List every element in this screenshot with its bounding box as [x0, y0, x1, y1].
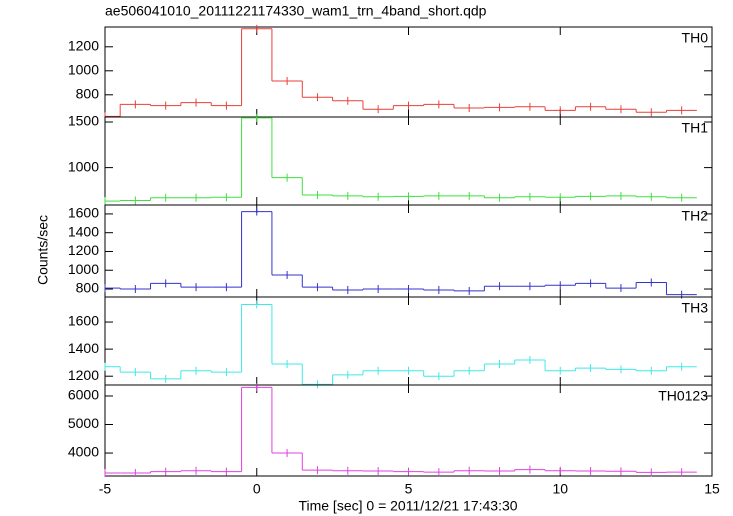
y-tick-label: 1000 — [68, 62, 99, 78]
y-tick-label: 1200 — [68, 367, 99, 383]
y-tick-label: 800 — [76, 86, 100, 102]
y-tick-label: 5000 — [68, 415, 99, 431]
y-tick-label: 4000 — [68, 444, 99, 460]
panel-label: TH2 — [682, 208, 709, 224]
panel-frame — [104, 384, 713, 477]
y-tick-label: 1000 — [68, 261, 99, 277]
x-tick-label: 5 — [405, 481, 413, 497]
y-axis-label: Counts/sec — [35, 215, 51, 285]
y-tick-label: 6000 — [68, 387, 99, 403]
y-tick-label: 1500 — [68, 113, 99, 129]
y-tick-label: 1200 — [68, 242, 99, 258]
chart-title: ae506041010_20111221174330_wam1_trn_4ban… — [105, 3, 487, 19]
y-tick-label: 800 — [76, 280, 100, 296]
y-tick-label: 1400 — [68, 223, 99, 239]
y-tick-label: 1400 — [68, 340, 99, 356]
y-tick-label: 1600 — [68, 313, 99, 329]
x-tick-label: 15 — [704, 481, 720, 497]
panel-label: TH3 — [682, 300, 709, 316]
y-tick-label: 1200 — [68, 38, 99, 54]
panel-label: TH0123 — [658, 388, 708, 404]
x-axis-label: Time [sec] 0 = 2011/12/21 17:43:30 — [298, 498, 517, 514]
y-tick-label: 1000 — [68, 158, 99, 174]
panel-frame — [104, 116, 713, 206]
panel-label: TH1 — [682, 120, 709, 136]
x-tick-label: -5 — [99, 481, 112, 497]
panel-label: TH0 — [682, 30, 709, 46]
x-tick-label: 10 — [552, 481, 568, 497]
x-tick-label: 0 — [253, 481, 261, 497]
y-tick-label: 1600 — [68, 205, 99, 221]
